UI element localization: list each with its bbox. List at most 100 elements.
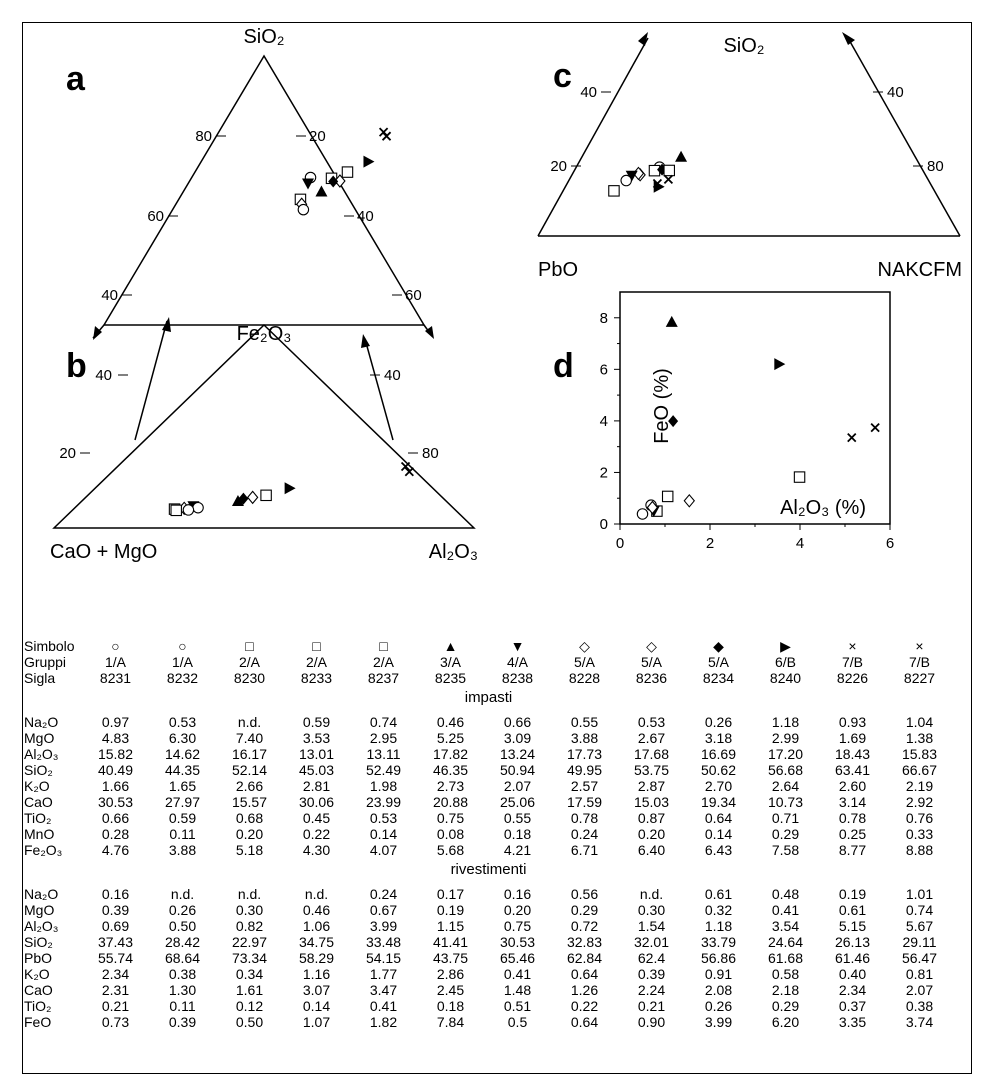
tick-label-c-left-20: 20 <box>550 158 567 175</box>
table-cell: 0.32 <box>685 902 752 918</box>
table-cell: 16.17 <box>216 746 283 762</box>
table-cell: 0.58 <box>752 966 819 982</box>
ternary-and-scatter-plots: a b c d SiO₂ Fe₂O₃ CaO + MgO Al₂O₃ SiO₂ … <box>0 0 992 600</box>
y-tick-label-d: 4 <box>600 413 608 430</box>
table-cell: 0.74 <box>886 902 953 918</box>
table-cell: 0.25 <box>819 826 886 842</box>
row-label: TiO₂ <box>24 810 82 826</box>
table-cell: n.d. <box>216 714 283 730</box>
point-a-8226 <box>380 128 388 136</box>
table-cell: 15.57 <box>216 794 283 810</box>
panel-label-d: d <box>553 347 574 385</box>
table-cell: 0.08 <box>417 826 484 842</box>
table-cell: 0.93 <box>819 714 886 730</box>
point-a-8237 <box>342 167 352 177</box>
table-cell: 4.30 <box>283 842 350 858</box>
point-b-8230 <box>171 505 181 515</box>
symbol-cell: □ <box>216 638 283 654</box>
table-cell: 0.12 <box>216 998 283 1014</box>
table-cell: 2.86 <box>417 966 484 982</box>
table-cell: 1.69 <box>819 730 886 746</box>
table-row: SiO₂ 37.43 28.42 22.97 34.75 33.48 41.41 30.53 3… <box>24 934 953 950</box>
symbol-cell: ◇ <box>618 638 685 654</box>
apex-label-c: SiO₂ <box>723 35 764 57</box>
code-cell: 8233 <box>283 670 350 686</box>
table-cell: 0.53 <box>149 714 216 730</box>
table-cell: 5.67 <box>886 918 953 934</box>
table-cell: 2.18 <box>752 982 819 998</box>
table-cell: 32.01 <box>618 934 685 950</box>
table-cell: 0.38 <box>149 966 216 982</box>
symbol-cell: □ <box>350 638 417 654</box>
table-cell: 0.24 <box>551 826 618 842</box>
row-label: MgO <box>24 730 82 746</box>
table-cell: 1.04 <box>886 714 953 730</box>
table-cell: 33.48 <box>350 934 417 950</box>
composition-table: Simbolo ○ ○ □ □ □ ▲ ▼ ◇ ◇ ◆ ▶ × × Gruppi 1/A 1/A 2/A 2/A 2/… <box>24 638 953 1030</box>
table-cell: 5.15 <box>819 918 886 934</box>
y-tick-label-d: 6 <box>600 361 608 378</box>
table-cell: 0.41 <box>484 966 551 982</box>
table-cell: 0.24 <box>350 886 417 902</box>
table-cell: 1.66 <box>82 778 149 794</box>
code-cell: 8228 <box>551 670 618 686</box>
table-cell: 2.99 <box>752 730 819 746</box>
table-row: MnO 0.28 0.11 0.20 0.22 0.14 0.08 0.18 0.24 0.20 0… <box>24 826 953 842</box>
table-cell: 0.75 <box>484 918 551 934</box>
table-row: K₂O 1.66 1.65 2.66 2.81 1.98 2.73 2.07 2.57 2.87 2… <box>24 778 953 794</box>
table-cell: 0.81 <box>886 966 953 982</box>
point-b-8237 <box>261 490 271 500</box>
table-cell: 0.11 <box>149 998 216 1014</box>
table-row: CaO 30.53 27.97 15.57 30.06 23.99 20.88 25.06 17… <box>24 794 953 810</box>
table-cell: 2.95 <box>350 730 417 746</box>
row-label: Al₂O₃ <box>24 746 82 762</box>
table-cell: 52.49 <box>350 762 417 778</box>
x-tick-label-d: 2 <box>706 535 714 552</box>
table-cell: 0.33 <box>886 826 953 842</box>
table-cell: 2.57 <box>551 778 618 794</box>
table-cell: 28.42 <box>149 934 216 950</box>
table-cell: 0.21 <box>618 998 685 1014</box>
point-b-8226 <box>402 462 410 470</box>
row-label: MgO <box>24 902 82 918</box>
table-cell: 23.99 <box>350 794 417 810</box>
table-cell: 0.97 <box>82 714 149 730</box>
group-cell: 2/A <box>283 654 350 670</box>
table-cell: 2.31 <box>82 982 149 998</box>
table-cell: 66.67 <box>886 762 953 778</box>
table-cell: 1.98 <box>350 778 417 794</box>
table-cell: 3.47 <box>350 982 417 998</box>
table-row: MgO 4.83 6.30 7.40 3.53 2.95 5.25 3.09 3.88 2.67 3… <box>24 730 953 746</box>
table-cell: 49.95 <box>551 762 618 778</box>
triangle-c-outline <box>538 38 960 236</box>
point-c-8237 <box>664 165 674 175</box>
table-cell: 15.82 <box>82 746 149 762</box>
code-cell: 8236 <box>618 670 685 686</box>
table-cell: 0.41 <box>350 998 417 1014</box>
table-cell: 4.21 <box>484 842 551 858</box>
point-b-8232 <box>193 503 203 513</box>
table-cell: 0.22 <box>551 998 618 1014</box>
table-cell: 0.45 <box>283 810 350 826</box>
group-cell: 2/A <box>216 654 283 670</box>
panel-label-c: c <box>553 57 572 95</box>
section-title: impasti <box>24 686 953 708</box>
table-cell: 0.53 <box>350 810 417 826</box>
group-cell: 6/B <box>752 654 819 670</box>
table-cell: 0.14 <box>283 998 350 1014</box>
table-cell: 56.47 <box>886 950 953 966</box>
table-cell: 0.21 <box>82 998 149 1014</box>
table-cell: 0.55 <box>484 810 551 826</box>
table-cell: 2.73 <box>417 778 484 794</box>
group-cell: 7/B <box>819 654 886 670</box>
table-cell: 0.46 <box>283 902 350 918</box>
table-cell: 13.24 <box>484 746 551 762</box>
table-cell: 0.74 <box>350 714 417 730</box>
tick-label-a-left-60: 60 <box>147 208 164 225</box>
table-cell: 0.48 <box>752 886 819 902</box>
table-row: Al₂O₃ 0.69 0.50 0.82 1.06 3.99 1.15 0.75 0.72 1.5… <box>24 918 953 934</box>
table-cell: 0.64 <box>551 1014 618 1030</box>
table-cell: 0.22 <box>283 826 350 842</box>
table-cell: 14.62 <box>149 746 216 762</box>
table-cell: 0.87 <box>618 810 685 826</box>
